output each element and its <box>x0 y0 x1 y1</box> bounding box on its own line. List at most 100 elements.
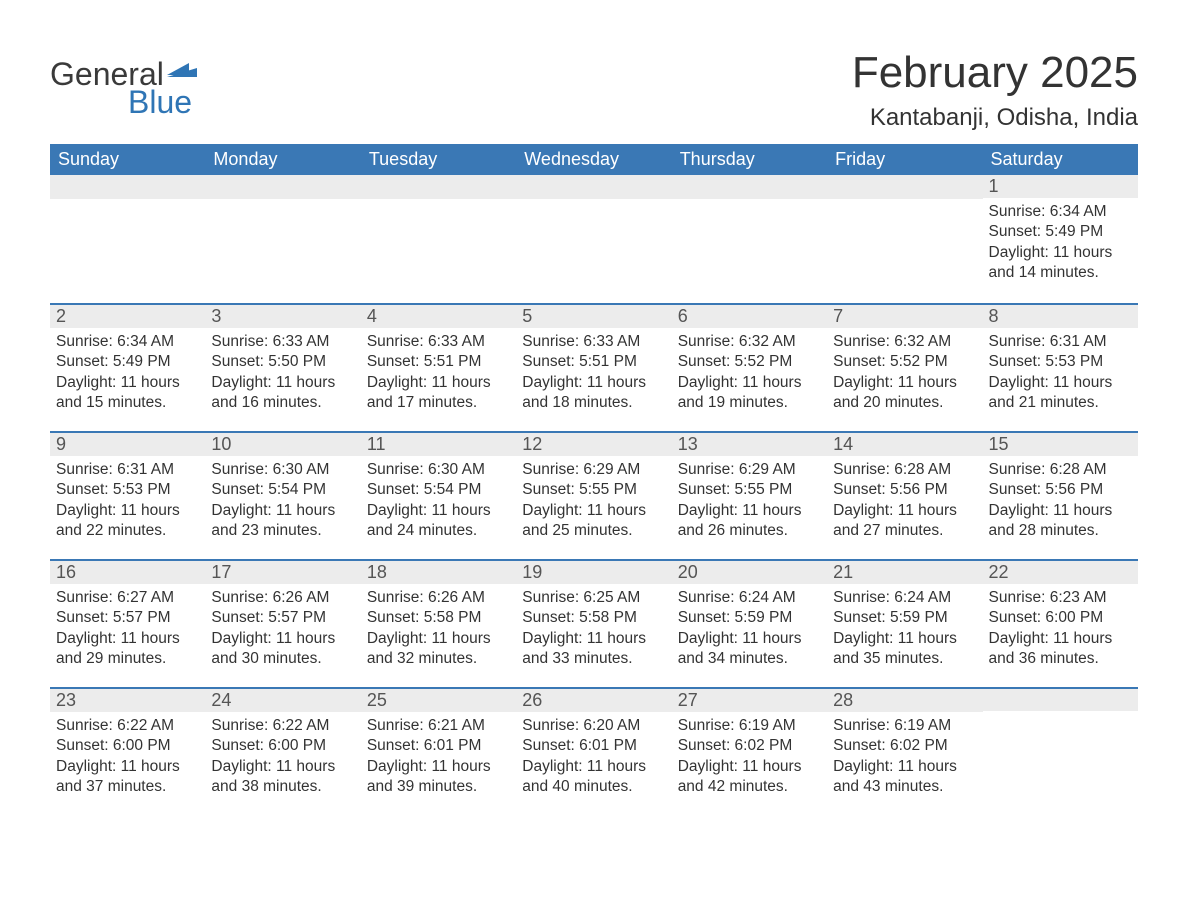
daylight-text: Daylight: 11 hours and 29 minutes. <box>56 629 199 670</box>
calendar-day: 27Sunrise: 6:19 AMSunset: 6:02 PMDayligh… <box>672 687 827 815</box>
sunset-text: Sunset: 5:54 PM <box>211 480 354 500</box>
calendar-week: 16Sunrise: 6:27 AMSunset: 5:57 PMDayligh… <box>50 559 1138 687</box>
calendar-day: 28Sunrise: 6:19 AMSunset: 6:02 PMDayligh… <box>827 687 982 815</box>
daylight-text: Daylight: 11 hours and 35 minutes. <box>833 629 976 670</box>
day-number: 26 <box>516 687 671 712</box>
day-number: 9 <box>50 431 205 456</box>
sunrise-text: Sunrise: 6:22 AM <box>211 716 354 736</box>
calendar-week: 2Sunrise: 6:34 AMSunset: 5:49 PMDaylight… <box>50 303 1138 431</box>
sunset-text: Sunset: 5:58 PM <box>367 608 510 628</box>
calendar-day: 9Sunrise: 6:31 AMSunset: 5:53 PMDaylight… <box>50 431 205 559</box>
empty-day-bar <box>516 175 671 199</box>
daylight-text: Daylight: 11 hours and 34 minutes. <box>678 629 821 670</box>
day-number: 10 <box>205 431 360 456</box>
sunrise-text: Sunrise: 6:31 AM <box>56 460 199 480</box>
calendar-empty <box>361 175 516 303</box>
day-details: Sunrise: 6:26 AMSunset: 5:58 PMDaylight:… <box>361 584 516 674</box>
calendar-day: 2Sunrise: 6:34 AMSunset: 5:49 PMDaylight… <box>50 303 205 431</box>
sunrise-text: Sunrise: 6:28 AM <box>833 460 976 480</box>
sunrise-text: Sunrise: 6:27 AM <box>56 588 199 608</box>
calendar-day: 26Sunrise: 6:20 AMSunset: 6:01 PMDayligh… <box>516 687 671 815</box>
day-number: 6 <box>672 303 827 328</box>
sunrise-text: Sunrise: 6:26 AM <box>211 588 354 608</box>
day-details: Sunrise: 6:34 AMSunset: 5:49 PMDaylight:… <box>983 198 1138 288</box>
calendar-day: 25Sunrise: 6:21 AMSunset: 6:01 PMDayligh… <box>361 687 516 815</box>
day-number: 13 <box>672 431 827 456</box>
sunrise-text: Sunrise: 6:28 AM <box>989 460 1132 480</box>
calendar-day: 3Sunrise: 6:33 AMSunset: 5:50 PMDaylight… <box>205 303 360 431</box>
daylight-text: Daylight: 11 hours and 25 minutes. <box>522 501 665 542</box>
day-details: Sunrise: 6:22 AMSunset: 6:00 PMDaylight:… <box>50 712 205 802</box>
daylight-text: Daylight: 11 hours and 19 minutes. <box>678 373 821 414</box>
daylight-text: Daylight: 11 hours and 37 minutes. <box>56 757 199 798</box>
sunset-text: Sunset: 5:50 PM <box>211 352 354 372</box>
calendar-empty <box>827 175 982 303</box>
sunset-text: Sunset: 6:00 PM <box>56 736 199 756</box>
daylight-text: Daylight: 11 hours and 20 minutes. <box>833 373 976 414</box>
sunrise-text: Sunrise: 6:32 AM <box>833 332 976 352</box>
empty-day-bar <box>361 175 516 199</box>
sunset-text: Sunset: 6:00 PM <box>211 736 354 756</box>
flag-icon <box>167 63 201 85</box>
day-details: Sunrise: 6:25 AMSunset: 5:58 PMDaylight:… <box>516 584 671 674</box>
day-details: Sunrise: 6:30 AMSunset: 5:54 PMDaylight:… <box>361 456 516 546</box>
daylight-text: Daylight: 11 hours and 18 minutes. <box>522 373 665 414</box>
sunrise-text: Sunrise: 6:33 AM <box>522 332 665 352</box>
sunset-text: Sunset: 5:49 PM <box>56 352 199 372</box>
day-details: Sunrise: 6:21 AMSunset: 6:01 PMDaylight:… <box>361 712 516 802</box>
weekday-header: Thursday <box>672 144 827 175</box>
day-details: Sunrise: 6:27 AMSunset: 5:57 PMDaylight:… <box>50 584 205 674</box>
day-details: Sunrise: 6:32 AMSunset: 5:52 PMDaylight:… <box>827 328 982 418</box>
weekday-header: Monday <box>205 144 360 175</box>
sunset-text: Sunset: 5:51 PM <box>522 352 665 372</box>
calendar-day: 13Sunrise: 6:29 AMSunset: 5:55 PMDayligh… <box>672 431 827 559</box>
sunset-text: Sunset: 5:52 PM <box>833 352 976 372</box>
day-details: Sunrise: 6:33 AMSunset: 5:51 PMDaylight:… <box>361 328 516 418</box>
sunrise-text: Sunrise: 6:26 AM <box>367 588 510 608</box>
day-details: Sunrise: 6:28 AMSunset: 5:56 PMDaylight:… <box>983 456 1138 546</box>
daylight-text: Daylight: 11 hours and 16 minutes. <box>211 373 354 414</box>
calendar-day: 14Sunrise: 6:28 AMSunset: 5:56 PMDayligh… <box>827 431 982 559</box>
daylight-text: Daylight: 11 hours and 32 minutes. <box>367 629 510 670</box>
weekday-header: Tuesday <box>361 144 516 175</box>
sunrise-text: Sunrise: 6:29 AM <box>678 460 821 480</box>
day-details: Sunrise: 6:28 AMSunset: 5:56 PMDaylight:… <box>827 456 982 546</box>
sunrise-text: Sunrise: 6:19 AM <box>833 716 976 736</box>
empty-day-bar <box>983 687 1138 711</box>
daylight-text: Daylight: 11 hours and 30 minutes. <box>211 629 354 670</box>
sunset-text: Sunset: 5:59 PM <box>833 608 976 628</box>
calendar-empty <box>205 175 360 303</box>
day-number: 8 <box>983 303 1138 328</box>
day-number: 28 <box>827 687 982 712</box>
day-details: Sunrise: 6:30 AMSunset: 5:54 PMDaylight:… <box>205 456 360 546</box>
day-details: Sunrise: 6:29 AMSunset: 5:55 PMDaylight:… <box>516 456 671 546</box>
calendar-empty <box>50 175 205 303</box>
day-number: 3 <box>205 303 360 328</box>
location-subtitle: Kantabanji, Odisha, India <box>852 104 1138 132</box>
brand-word2: Blue <box>128 86 201 118</box>
brand-logo: General Blue <box>50 40 201 118</box>
calendar-header: SundayMondayTuesdayWednesdayThursdayFrid… <box>50 144 1138 175</box>
sunrise-text: Sunrise: 6:20 AM <box>522 716 665 736</box>
daylight-text: Daylight: 11 hours and 17 minutes. <box>367 373 510 414</box>
day-number: 2 <box>50 303 205 328</box>
day-number: 21 <box>827 559 982 584</box>
day-number: 19 <box>516 559 671 584</box>
calendar-day: 11Sunrise: 6:30 AMSunset: 5:54 PMDayligh… <box>361 431 516 559</box>
day-details: Sunrise: 6:29 AMSunset: 5:55 PMDaylight:… <box>672 456 827 546</box>
day-details: Sunrise: 6:31 AMSunset: 5:53 PMDaylight:… <box>50 456 205 546</box>
sunset-text: Sunset: 5:57 PM <box>211 608 354 628</box>
calendar-day: 6Sunrise: 6:32 AMSunset: 5:52 PMDaylight… <box>672 303 827 431</box>
sunrise-text: Sunrise: 6:30 AM <box>367 460 510 480</box>
sunset-text: Sunset: 5:53 PM <box>989 352 1132 372</box>
calendar-week: 23Sunrise: 6:22 AMSunset: 6:00 PMDayligh… <box>50 687 1138 815</box>
calendar-empty <box>672 175 827 303</box>
day-number: 20 <box>672 559 827 584</box>
daylight-text: Daylight: 11 hours and 39 minutes. <box>367 757 510 798</box>
day-details: Sunrise: 6:26 AMSunset: 5:57 PMDaylight:… <box>205 584 360 674</box>
sunrise-text: Sunrise: 6:25 AM <box>522 588 665 608</box>
day-number: 4 <box>361 303 516 328</box>
calendar-day: 1Sunrise: 6:34 AMSunset: 5:49 PMDaylight… <box>983 175 1138 303</box>
day-details: Sunrise: 6:24 AMSunset: 5:59 PMDaylight:… <box>672 584 827 674</box>
day-number: 1 <box>983 175 1138 198</box>
